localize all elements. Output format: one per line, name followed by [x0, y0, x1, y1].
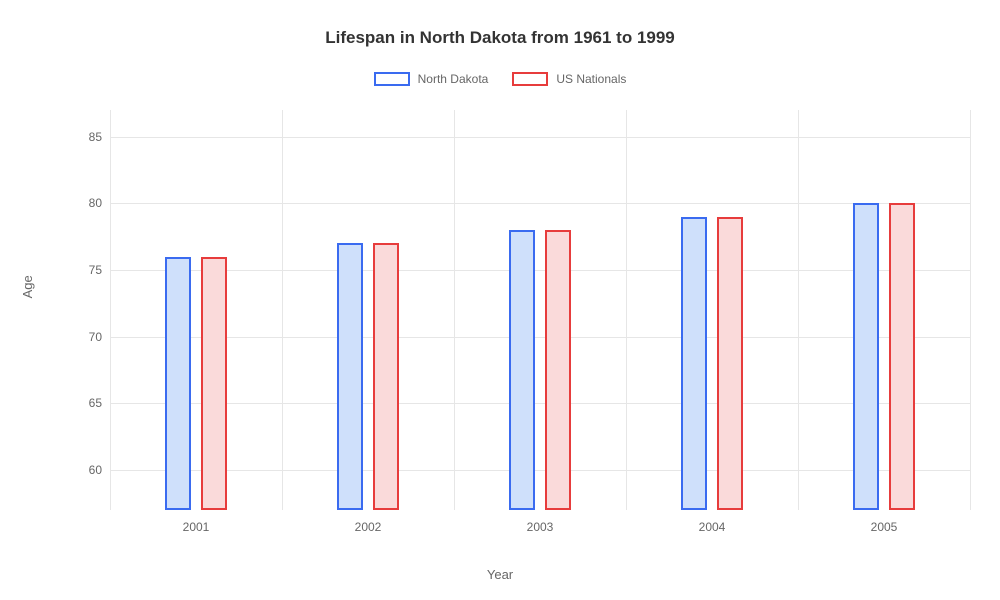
x-axis-label: Year — [487, 567, 513, 582]
legend-item: North Dakota — [374, 72, 489, 86]
bar — [201, 257, 227, 510]
bar — [337, 243, 363, 510]
gridline-vertical — [798, 110, 799, 510]
x-tick-label: 2002 — [355, 520, 382, 534]
gridline-horizontal — [110, 137, 970, 138]
gridline-horizontal — [110, 403, 970, 404]
legend-item: US Nationals — [512, 72, 626, 86]
gridline-horizontal — [110, 470, 970, 471]
y-axis-label: Age — [20, 275, 35, 298]
bar — [717, 217, 743, 510]
legend-label: US Nationals — [556, 72, 626, 86]
legend-swatch — [374, 72, 410, 86]
x-tick-label: 2005 — [871, 520, 898, 534]
gridline-horizontal — [110, 337, 970, 338]
gridline-vertical — [970, 110, 971, 510]
bar — [165, 257, 191, 510]
y-tick-label: 60 — [72, 463, 102, 477]
y-tick-label: 75 — [72, 263, 102, 277]
gridline-vertical — [626, 110, 627, 510]
x-tick-label: 2001 — [183, 520, 210, 534]
plot-area: 60657075808520012002200320042005 — [110, 110, 970, 510]
gridline-vertical — [454, 110, 455, 510]
gridline-vertical — [282, 110, 283, 510]
x-tick-label: 2004 — [699, 520, 726, 534]
gridline-horizontal — [110, 203, 970, 204]
bar — [889, 203, 915, 510]
x-tick-label: 2003 — [527, 520, 554, 534]
gridline-vertical — [110, 110, 111, 510]
plot-wrap: 60657075808520012002200320042005 — [70, 110, 970, 510]
y-tick-label: 80 — [72, 196, 102, 210]
bar — [373, 243, 399, 510]
bar — [853, 203, 879, 510]
bar — [509, 230, 535, 510]
legend: North Dakota US Nationals — [0, 72, 1000, 86]
legend-label: North Dakota — [418, 72, 489, 86]
y-tick-label: 85 — [72, 130, 102, 144]
gridline-horizontal — [110, 270, 970, 271]
legend-swatch — [512, 72, 548, 86]
y-tick-label: 65 — [72, 396, 102, 410]
bar — [545, 230, 571, 510]
y-tick-label: 70 — [72, 330, 102, 344]
bar — [681, 217, 707, 510]
chart-title: Lifespan in North Dakota from 1961 to 19… — [0, 0, 1000, 48]
